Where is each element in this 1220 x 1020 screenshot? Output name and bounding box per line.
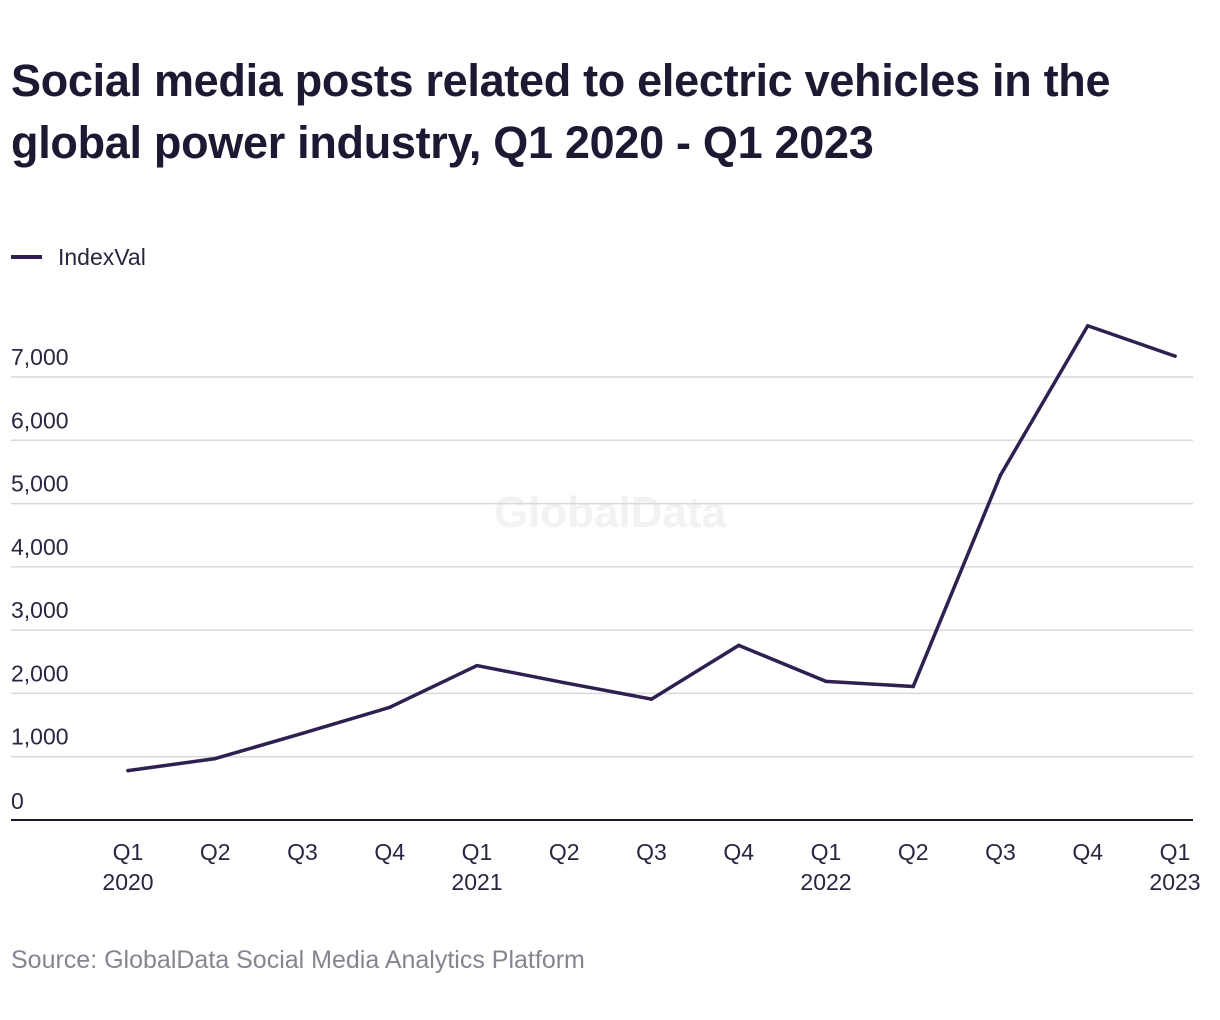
x-tick-year: 2021 bbox=[451, 869, 502, 895]
data-point bbox=[388, 705, 392, 710]
data-point bbox=[998, 473, 1003, 477]
data-point bbox=[300, 731, 305, 736]
line-chart: GlobalData 0 1,000 2,000 3,000 4,000 5,000 6,0… bbox=[11, 323, 1201, 895]
x-tick-year: 2020 bbox=[102, 869, 153, 895]
data-point bbox=[911, 684, 915, 689]
x-tick-quarter: Q3 bbox=[985, 839, 1016, 865]
y-tick-label: 5,000 bbox=[11, 471, 69, 497]
data-point bbox=[562, 680, 566, 685]
chart-title: Social media posts related to electric v… bbox=[11, 55, 1111, 168]
x-axis-ticks: Q1 2020 Q2 Q3 Q4 Q1 2021 Q2 Q3 Q4 Q1 2022 Q2 Q3 Q4 Q1 20… bbox=[102, 839, 1200, 895]
x-tick-quarter: Q1 bbox=[113, 839, 144, 865]
x-tick-quarter: Q3 bbox=[636, 839, 667, 865]
x-tick-quarter: Q4 bbox=[723, 839, 754, 865]
data-point bbox=[1173, 354, 1177, 358]
x-tick-quarter: Q4 bbox=[374, 839, 405, 865]
y-tick-label: 4,000 bbox=[11, 534, 69, 560]
y-tick-label: 2,000 bbox=[11, 660, 69, 686]
y-tick-label: 0 bbox=[11, 788, 24, 814]
data-point bbox=[126, 768, 130, 773]
x-tick-quarter: Q2 bbox=[200, 839, 231, 865]
legend-label: IndexVal bbox=[58, 243, 146, 270]
x-tick-quarter: Q2 bbox=[898, 839, 929, 865]
y-tick-label: 1,000 bbox=[11, 724, 69, 750]
legend: IndexVal bbox=[11, 242, 146, 272]
x-tick-quarter: Q4 bbox=[1072, 839, 1103, 865]
data-point bbox=[737, 643, 741, 648]
y-tick-label: 3,000 bbox=[11, 597, 69, 623]
gridlines bbox=[11, 376, 1193, 758]
x-tick-quarter: Q1 bbox=[811, 839, 842, 865]
x-tick-quarter: Q2 bbox=[549, 839, 580, 865]
y-axis-ticks: 0 1,000 2,000 3,000 4,000 5,000 6,000 7,000 bbox=[11, 344, 69, 814]
data-point bbox=[649, 697, 654, 701]
x-tick-year: 2023 bbox=[1149, 869, 1200, 895]
y-tick-label: 6,000 bbox=[11, 407, 69, 433]
series-line-indexval bbox=[126, 323, 1177, 773]
data-point bbox=[1086, 323, 1090, 328]
data-point bbox=[475, 663, 479, 668]
y-tick-label: 7,000 bbox=[11, 344, 69, 370]
data-points bbox=[126, 323, 1177, 773]
x-tick-quarter: Q1 bbox=[1160, 839, 1191, 865]
data-point bbox=[213, 756, 217, 761]
legend-swatch bbox=[11, 255, 42, 259]
x-tick-quarter: Q1 bbox=[462, 839, 493, 865]
watermark: GlobalData bbox=[494, 488, 727, 537]
x-tick-year: 2022 bbox=[800, 869, 851, 895]
x-tick-quarter: Q3 bbox=[287, 839, 318, 865]
data-point bbox=[824, 679, 828, 684]
source-note: Source: GlobalData Social Media Analytic… bbox=[11, 946, 585, 974]
